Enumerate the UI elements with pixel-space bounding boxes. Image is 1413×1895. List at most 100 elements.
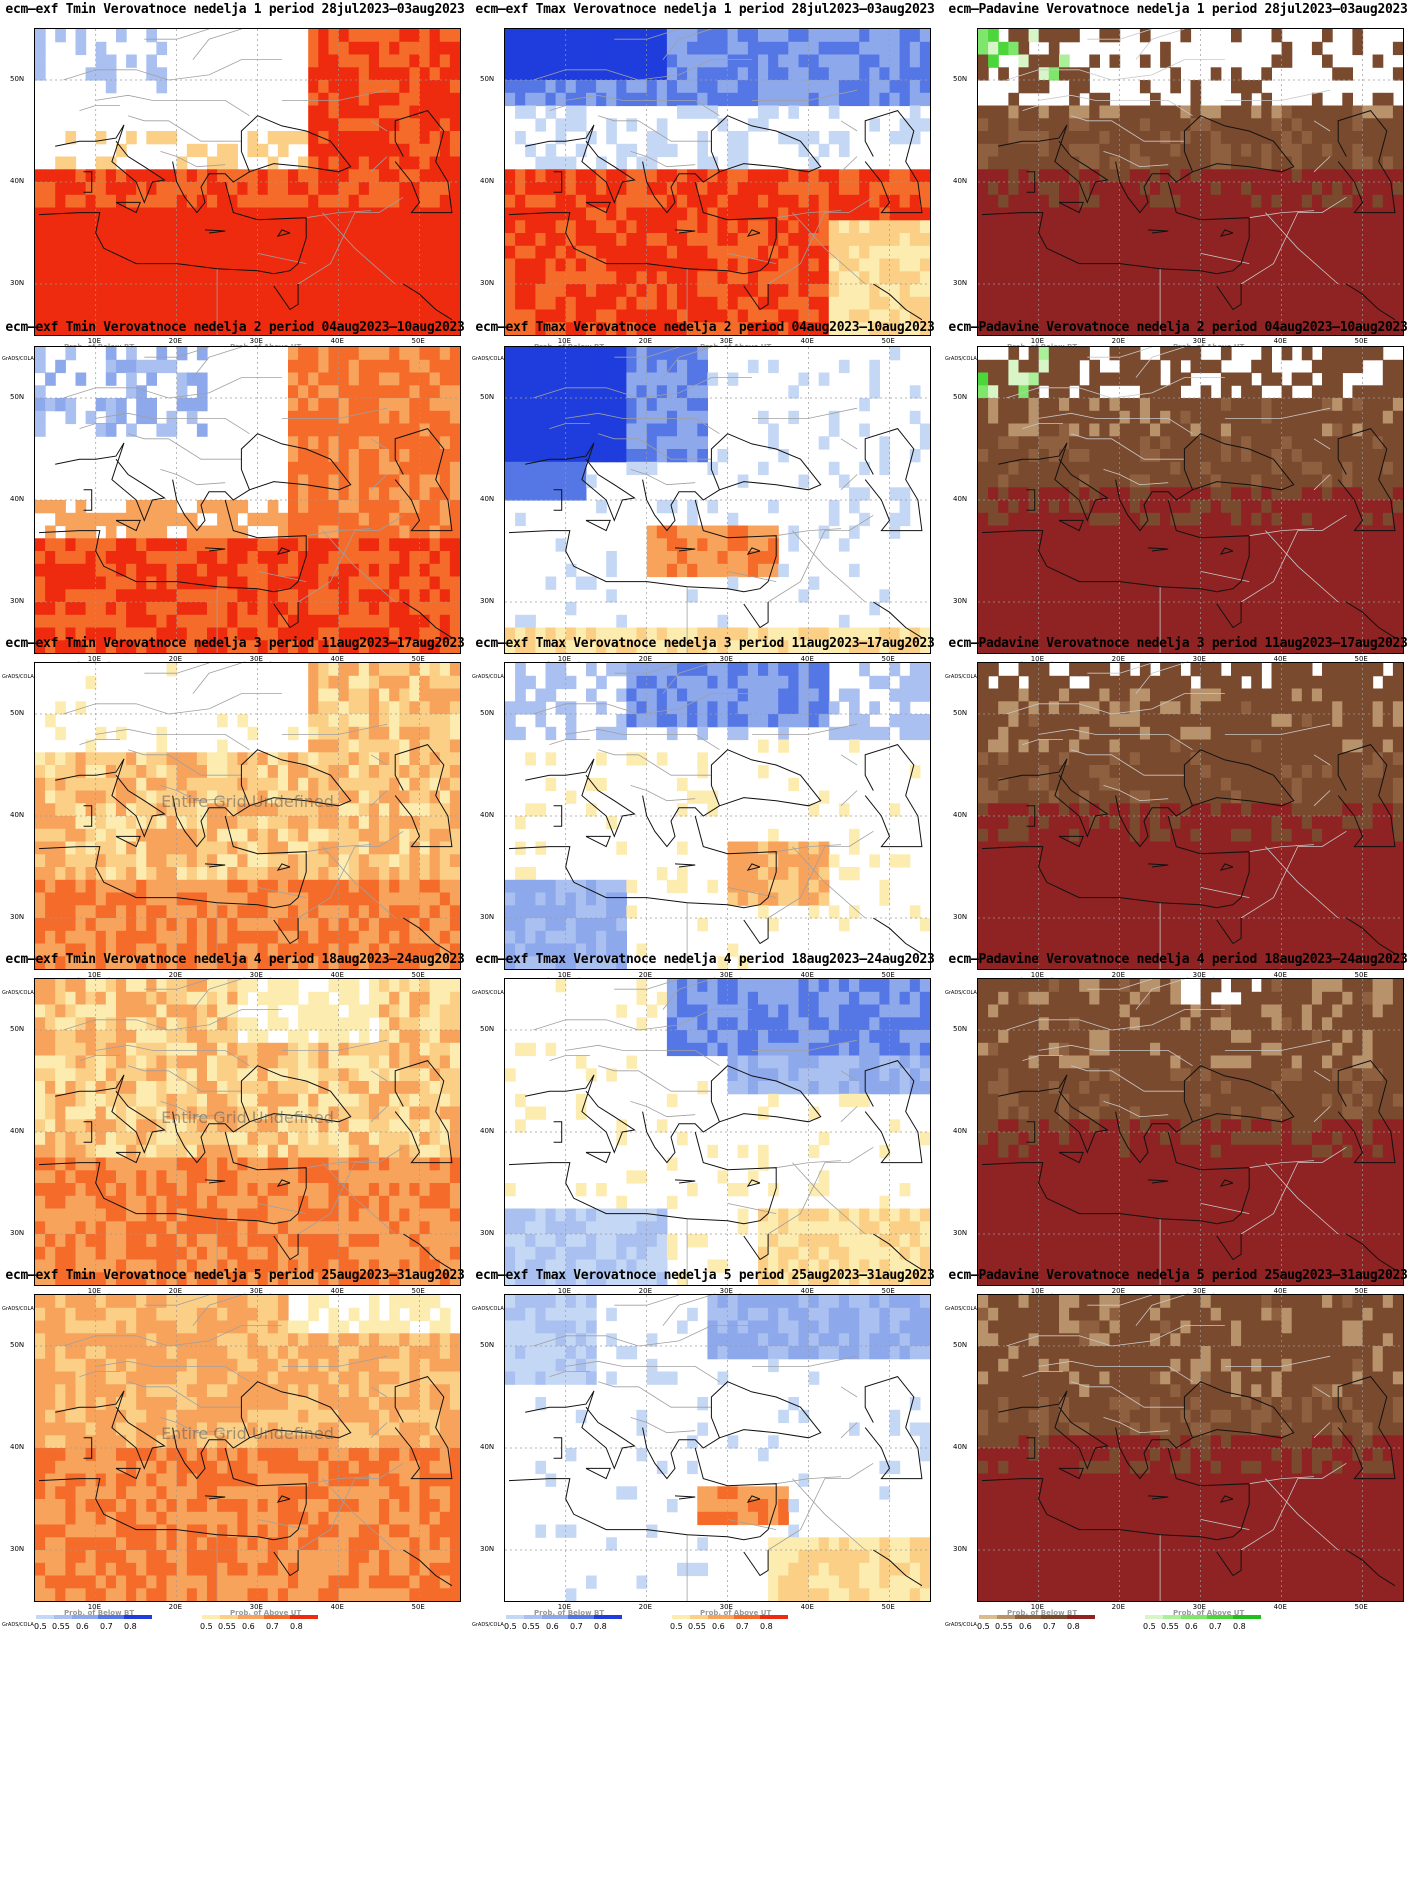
longitude-label: 30E: [1192, 655, 1206, 663]
colorbar-swatch: [997, 1615, 1015, 1619]
latitude-label: 50N: [10, 1025, 25, 1033]
grads-credit: GrADS/COLA: [945, 356, 977, 362]
colorbar-tick-label: 0.7: [1209, 1622, 1222, 1631]
longitude-label: 20E: [638, 971, 652, 979]
longitude-label: 40E: [330, 337, 344, 345]
latitude-label: 50N: [10, 393, 25, 401]
longitude-label: 50E: [411, 971, 425, 979]
probability-map: [504, 978, 931, 1286]
colorbar-swatches: [36, 1615, 152, 1619]
colorbar-tick-label: 0.8: [594, 1622, 607, 1631]
colorbar-tick-label: 0.6: [76, 1622, 89, 1631]
colorbar-below: Prob. of Below BT 0.5 0.55 0.6 0.7 0.8: [34, 1609, 174, 1639]
longitude-label: 20E: [638, 337, 652, 345]
longitude-label: 40E: [1273, 1287, 1287, 1295]
map-raster: [505, 979, 930, 1285]
longitude-label: 10E: [1030, 1287, 1045, 1295]
latitude-label: 30N: [480, 1229, 495, 1237]
latitude-label: 40N: [10, 495, 25, 503]
latitude-label: 30N: [10, 597, 25, 605]
colorbar-swatch: [1145, 1615, 1163, 1619]
colorbar-swatch: [734, 1615, 760, 1619]
longitude-label: 20E: [1111, 1287, 1125, 1295]
colorbar-tick-label: 0.8: [760, 1622, 773, 1631]
undefined-grid-note: Entire Grid Undefined: [161, 791, 334, 811]
colorbar-tick-label: 0.5: [1143, 1622, 1156, 1631]
longitude-label: 10E: [87, 1287, 102, 1295]
map-panel-precip-week-2: ecm–Padavine Verovatnoce nedelja 2 perio…: [943, 318, 1413, 697]
longitude-label: 10E: [87, 337, 102, 345]
longitude-label: 20E: [1111, 337, 1125, 345]
probability-map: Entire Grid Undefined: [34, 1294, 461, 1602]
colorbar-swatch: [202, 1615, 220, 1619]
grads-credit: GrADS/COLA: [472, 674, 504, 680]
latitude-label: 40N: [480, 811, 495, 819]
latitude-label: 30N: [953, 279, 968, 287]
map-raster: [505, 1295, 930, 1601]
map-raster: [505, 29, 930, 335]
longitude-label: 10E: [87, 655, 102, 663]
colorbar-swatch: [1181, 1615, 1207, 1619]
longitude-label: 30E: [249, 337, 263, 345]
latitude-label: 40N: [10, 177, 25, 185]
colorbar-swatch: [264, 1615, 290, 1619]
colorbar-tick-label: 0.6: [1185, 1622, 1198, 1631]
longitude-label: 30E: [249, 971, 263, 979]
latitude-label: 30N: [480, 913, 495, 921]
latitude-label: 40N: [480, 1443, 495, 1451]
latitude-label: 40N: [10, 811, 25, 819]
colorbar-tick-label: 0.6: [242, 1622, 255, 1631]
longitude-label: 40E: [800, 1287, 814, 1295]
colorbar-tick-label: 0.7: [266, 1622, 279, 1631]
undefined-grid-note: Entire Grid Undefined: [161, 1107, 334, 1127]
colorbar-tick-label: 0.55: [52, 1622, 70, 1631]
longitude-label: 20E: [168, 337, 182, 345]
latitude-label: 40N: [953, 177, 968, 185]
colorbar-swatch: [1015, 1615, 1041, 1619]
latitude-label: 50N: [480, 709, 495, 717]
latitude-label: 50N: [480, 393, 495, 401]
longitude-label: 20E: [638, 655, 652, 663]
colorbar-swatch: [220, 1615, 238, 1619]
colorbar-title: Prob. of Below BT: [64, 1609, 135, 1617]
latitude-label: 50N: [10, 1341, 25, 1349]
longitude-label: 50E: [881, 1287, 895, 1295]
colorbar-swatch: [524, 1615, 542, 1619]
latitude-label: 40N: [480, 1127, 495, 1135]
longitude-label: 10E: [557, 655, 572, 663]
colorbar-tick-label: 0.5: [504, 1622, 517, 1631]
panel-title: ecm–exf Tmax Verovatnoce nedelja 1 perio…: [475, 2, 935, 17]
latitude-label: 50N: [953, 1025, 968, 1033]
colorbar-swatch: [1207, 1615, 1233, 1619]
latitude-label: 40N: [953, 1127, 968, 1135]
map-panel-precip-week-5: ecm–Padavine Verovatnoce nedelja 5 perio…: [943, 1266, 1413, 1645]
map-raster: [978, 29, 1403, 335]
colorbar-tick-label: 0.7: [570, 1622, 583, 1631]
latitude-label: 30N: [953, 597, 968, 605]
grads-credit: GrADS/COLA: [472, 1306, 504, 1312]
colorbar-tick-label: 0.5: [977, 1622, 990, 1631]
longitude-label: 10E: [1030, 971, 1045, 979]
latitude-label: 50N: [480, 75, 495, 83]
panel-title: ecm–exf Tmin Verovatnoce nedelja 2 perio…: [5, 320, 465, 335]
latitude-label: 50N: [953, 75, 968, 83]
colorbar-tick-label: 0.8: [1067, 1622, 1080, 1631]
probability-map: [34, 28, 461, 336]
colorbar-swatch: [542, 1615, 568, 1619]
map-raster: [978, 663, 1403, 969]
colorbar-tick-label: 0.8: [1233, 1622, 1246, 1631]
longitude-label: 10E: [1030, 337, 1045, 345]
colorbar-tick-label: 0.55: [218, 1622, 236, 1631]
colorbar-swatch: [1233, 1615, 1261, 1619]
longitude-label: 50E: [1354, 655, 1368, 663]
latitude-label: 50N: [953, 709, 968, 717]
latitude-label: 30N: [953, 1545, 968, 1553]
colorbar-swatch: [54, 1615, 72, 1619]
longitude-label: 10E: [557, 1287, 572, 1295]
map-panel-tmin-week-5: ecm–exf Tmin Verovatnoce nedelja 5 perio…: [0, 1266, 470, 1645]
longitude-label: 30E: [719, 1603, 733, 1611]
panel-title: ecm–Padavine Verovatnoce nedelja 1 perio…: [948, 2, 1408, 17]
map-raster: [35, 347, 460, 653]
latitude-label: 50N: [480, 1341, 495, 1349]
